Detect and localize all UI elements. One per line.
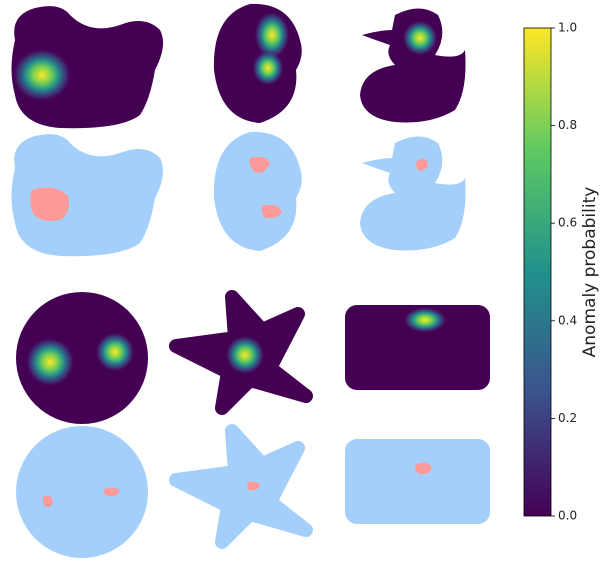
colorbar-label: Anomaly probability (580, 187, 600, 358)
heat-spot (403, 307, 447, 333)
heat-spot (25, 337, 75, 387)
figure: Anomaly probability 0.0 0.2 0.4 0.6 0.8 1.0 (0, 0, 613, 561)
heat-spot (252, 50, 284, 86)
heat-spot (402, 20, 438, 56)
masks-top (12, 132, 466, 256)
tick-label: 0.2 (558, 411, 577, 425)
tick-label: 0.4 (558, 313, 577, 327)
tick-label: 1.0 (558, 21, 577, 35)
tick-label: 0.0 (558, 509, 577, 523)
mask-shape (360, 137, 466, 251)
tick-label: 0.8 (558, 118, 577, 132)
heat-spot (12, 48, 72, 102)
mask-shape (345, 439, 490, 524)
masks-bottom (16, 426, 490, 558)
mask-shape (214, 132, 302, 251)
anomaly-region (30, 188, 69, 222)
heat-spot (95, 332, 135, 372)
tick-label: 0.6 (558, 216, 577, 230)
heat-spot (225, 335, 265, 375)
mask-shape (16, 426, 148, 558)
mask-shape (176, 431, 306, 542)
colorbar (524, 28, 551, 516)
